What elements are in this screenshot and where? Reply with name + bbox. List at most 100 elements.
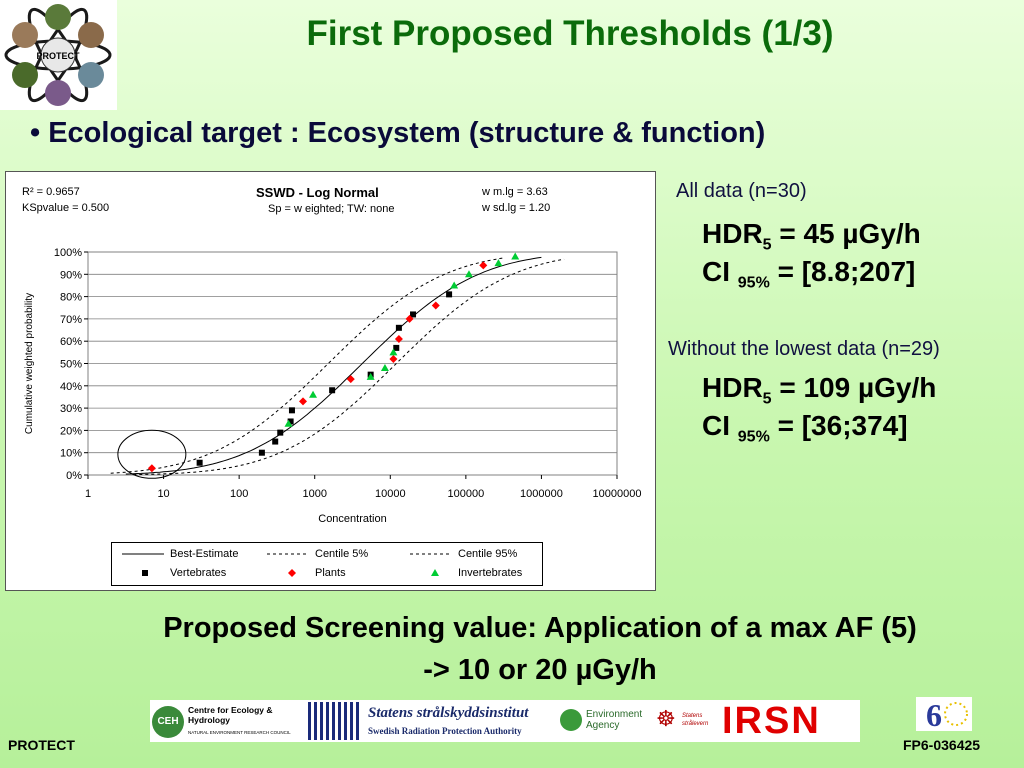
vertebrate-point bbox=[288, 407, 295, 414]
invertebrate-point bbox=[309, 390, 318, 398]
nrpa-logo-text: Statens strålevern bbox=[682, 713, 709, 727]
invertebrate-point bbox=[450, 281, 459, 289]
nrpa-emblem-icon: ☸ bbox=[656, 706, 676, 731]
y-tick-label: 30% bbox=[60, 403, 82, 415]
wsd-stat: w sd.lg = 1.20 bbox=[482, 202, 551, 214]
plant-point bbox=[346, 375, 355, 384]
invertebrate-point bbox=[389, 348, 398, 356]
ceh-badge-icon: CEH bbox=[152, 706, 184, 738]
ceh-logo: CEH Centre for Ecology & Hydrology NATUR… bbox=[152, 702, 302, 740]
x-tick-label: 100 bbox=[230, 488, 248, 500]
ssi-logo-subtext: Swedish Radiation Protection Authority bbox=[368, 726, 522, 736]
plant-point bbox=[405, 314, 414, 323]
screening-value-result: -> 10 or 20 µGy/h bbox=[423, 654, 657, 686]
ci-prefix: CI bbox=[702, 256, 738, 287]
chart-title: SSWD - Log Normal bbox=[256, 185, 379, 200]
vertebrate-point bbox=[393, 344, 400, 351]
irsn-logo: IRSN bbox=[722, 700, 821, 742]
plant-point bbox=[479, 261, 488, 270]
vertebrate-point bbox=[410, 311, 417, 318]
nrpa-logo: ☸ Statens strålevern bbox=[656, 702, 718, 740]
ci-value: = [8.8;207] bbox=[769, 256, 916, 287]
y-tick-label: 20% bbox=[60, 425, 82, 437]
ci-sub: 95% bbox=[737, 428, 770, 446]
invertebrate-point bbox=[380, 363, 389, 371]
all-data-ci: CI 95% = [8.8;207] bbox=[702, 256, 915, 293]
wm-stat: w m.lg = 3.63 bbox=[482, 186, 548, 198]
legend-centile-95: Centile 95% bbox=[458, 548, 518, 560]
ssi-logo: Statens strålskyddsinstitut Swedish Radi… bbox=[364, 702, 556, 740]
hdr-sub: 5 bbox=[762, 236, 772, 254]
ssi-stripes-icon bbox=[308, 702, 360, 740]
legend-centile-5: Centile 5% bbox=[315, 548, 369, 560]
hdr-prefix: HDR bbox=[702, 218, 763, 249]
y-tick-label: 40% bbox=[60, 381, 82, 393]
y-tick-label: 60% bbox=[60, 336, 82, 348]
ci-value: = [36;374] bbox=[769, 410, 908, 441]
centile-5-line bbox=[110, 257, 504, 474]
footer-contract: FP6-036425 bbox=[903, 737, 981, 753]
y-axis-label: Cumulative weighted probability bbox=[24, 293, 35, 434]
invertebrate-point bbox=[511, 252, 520, 260]
hdr-value: = 45 µGy/h bbox=[771, 218, 921, 249]
slide-title: First Proposed Thresholds (1/3) bbox=[306, 14, 834, 53]
y-tick-label: 10% bbox=[60, 448, 82, 460]
x-axis-label: Concentration bbox=[318, 513, 387, 525]
vertebrate-point bbox=[258, 449, 265, 456]
x-tick-label: 100000 bbox=[447, 488, 484, 500]
invertebrate-point bbox=[284, 419, 293, 427]
legend-vertebrates: Vertebrates bbox=[170, 567, 227, 579]
y-tick-label: 90% bbox=[60, 269, 82, 281]
environment-agency-logo: Environment Agency bbox=[560, 702, 652, 740]
partner-logos: CEH Centre for Ecology & Hydrology NATUR… bbox=[150, 700, 860, 742]
x-tick-label: 1000 bbox=[302, 488, 326, 500]
ceh-logo-text: Centre for Ecology & Hydrology bbox=[188, 705, 273, 725]
environment-agency-icon bbox=[560, 709, 582, 731]
hdr-sub: 5 bbox=[762, 390, 772, 408]
legend-best-estimate: Best-Estimate bbox=[170, 548, 239, 560]
vertebrate-point bbox=[196, 459, 203, 466]
sswd-chart: R² = 0.9657 KSpvalue = 0.500 SSWD - Log … bbox=[5, 171, 656, 591]
screening-value-text: Proposed Screening value: Application of… bbox=[163, 612, 917, 644]
without-lowest-hdr: HDR5 = 109 µGy/h bbox=[702, 372, 936, 409]
plant-point bbox=[299, 397, 308, 406]
environment-agency-text: Environment Agency bbox=[586, 709, 643, 731]
vertebrate-point bbox=[277, 429, 284, 436]
chart-legend: Best-Estimate Centile 5% Centile 95% Ver… bbox=[111, 542, 543, 586]
ssi-logo-text: Statens strålskyddsinstitut bbox=[368, 705, 529, 721]
chart-subtitle: Sp = w eighted; TW: none bbox=[268, 203, 395, 215]
vertebrate-point bbox=[395, 324, 402, 331]
protect-logo: PROTECT bbox=[0, 0, 117, 110]
legend-plants: Plants bbox=[315, 567, 346, 579]
y-tick-label: 80% bbox=[60, 292, 82, 304]
ci-sub: 95% bbox=[737, 274, 770, 292]
ks-stat: KSpvalue = 0.500 bbox=[22, 202, 110, 214]
logo-text: PROTECT bbox=[36, 51, 80, 61]
x-tick-label: 10000000 bbox=[593, 488, 642, 500]
plant-point bbox=[394, 334, 403, 343]
y-tick-label: 100% bbox=[54, 247, 82, 259]
without-lowest-label: Without the lowest data (n=29) bbox=[668, 338, 940, 360]
vertebrate-point bbox=[287, 418, 294, 425]
plant-point bbox=[431, 301, 440, 310]
invertebrate-point bbox=[494, 259, 503, 267]
hdr-value: = 109 µGy/h bbox=[771, 372, 937, 403]
y-tick-label: 0% bbox=[66, 470, 82, 482]
x-tick-label: 1 bbox=[85, 488, 91, 500]
x-tick-label: 1000000 bbox=[520, 488, 563, 500]
footer-project: PROTECT bbox=[8, 737, 75, 753]
without-lowest-ci: CI 95% = [36;374] bbox=[702, 410, 908, 447]
r2-stat: R² = 0.9657 bbox=[22, 186, 80, 198]
vertebrate-point bbox=[446, 291, 453, 298]
x-tick-label: 10 bbox=[157, 488, 169, 500]
invertebrate-point bbox=[366, 372, 375, 380]
legend-invertebrates: Invertebrates bbox=[458, 567, 523, 579]
invertebrate-point bbox=[464, 270, 473, 278]
all-data-hdr: HDR5 = 45 µGy/h bbox=[702, 218, 921, 255]
chart-plot: 0% 10% 20% 30% 40% 50% 60% 70% 80% 90% 100% 1 10 100 1… bbox=[24, 247, 642, 525]
plant-point bbox=[147, 464, 156, 473]
hdr-prefix: HDR bbox=[702, 372, 763, 403]
fp6-logo: 6 bbox=[916, 697, 972, 733]
ci-prefix: CI bbox=[702, 410, 738, 441]
y-tick-label: 50% bbox=[60, 359, 82, 371]
